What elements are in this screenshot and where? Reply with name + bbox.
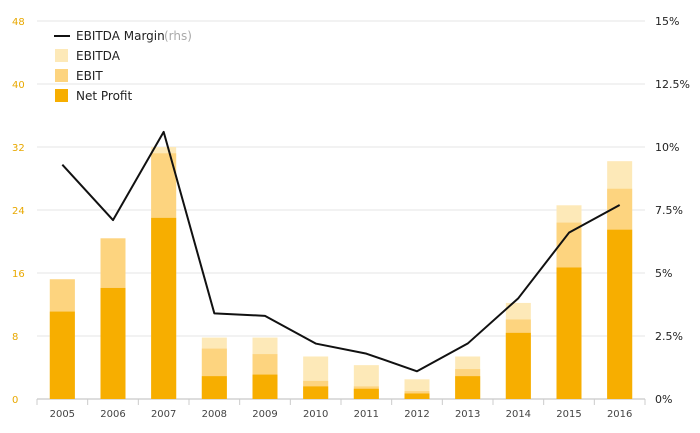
bar-net-profit-2009: [252, 374, 278, 399]
legend-label-ebitda-margin: EBITDA Margin: [76, 29, 165, 43]
left-tick-label: 32: [12, 143, 25, 154]
bar-net-profit-2012: [404, 393, 430, 399]
gridlines: [37, 20, 645, 400]
left-tick-label: 0: [12, 395, 18, 406]
legend: EBITDA Margin (rhs) EBITDA EBIT Net Prof…: [54, 29, 192, 103]
right-tick-label: 0%: [655, 393, 672, 406]
x-tick-label: 2006: [100, 409, 125, 420]
right-tick-label: 7.5%: [655, 204, 683, 217]
legend-swatch-ebitda: [55, 49, 68, 62]
line-ebitda-margin: [61, 130, 621, 373]
bar-net-profit-2015: [556, 267, 582, 399]
x-tick-label: 2007: [151, 409, 176, 420]
bar-net-profit-2016: [607, 229, 633, 399]
bar-net-profit-2014: [505, 332, 531, 399]
right-tick-label: 15%: [655, 15, 679, 28]
bar-net-profit-2007: [151, 217, 177, 399]
x-tick-label: 2008: [202, 409, 227, 420]
bars: [49, 147, 633, 399]
bar-net-profit-2005: [49, 311, 75, 399]
legend-label-net-profit: Net Profit: [76, 89, 132, 103]
bar-net-profit-2011: [353, 388, 379, 399]
x-tick-label: 2016: [607, 409, 632, 420]
right-tick-label: 10%: [655, 141, 679, 154]
left-tick-label: 48: [12, 17, 25, 28]
bar-net-profit-2006: [100, 287, 126, 399]
x-tick-label: 2015: [556, 409, 581, 420]
right-tick-label: 2.5%: [655, 330, 683, 343]
left-tick-label: 40: [12, 80, 25, 91]
bar-net-profit-2008: [201, 376, 227, 399]
x-tick-label: 2010: [303, 409, 328, 420]
bar-net-profit-2013: [455, 376, 481, 399]
right-tick-label: 12.5%: [655, 78, 690, 91]
left-tick-label: 24: [12, 206, 25, 217]
legend-label-rhs: (rhs): [164, 29, 192, 43]
x-tick-label: 2014: [506, 409, 531, 420]
legend-label-ebit: EBIT: [76, 69, 103, 83]
x-tick-label: 2005: [50, 409, 75, 420]
left-axis: 0 8 16 24 32 40 48: [12, 17, 25, 406]
right-axis: 0% 2.5% 5% 7.5% 10% 12.5% 15%: [655, 15, 690, 406]
right-tick-label: 5%: [655, 267, 672, 280]
legend-swatch-ebit: [55, 69, 68, 82]
x-axis: 2005 2006 2007 2008 2009 2010 2011 2012 2013 2014…: [36, 399, 646, 420]
margin-line: [61, 130, 621, 373]
left-tick-label: 8: [12, 332, 18, 343]
left-tick-label: 16: [12, 269, 25, 280]
x-tick-label: 2013: [455, 409, 480, 420]
legend-label-ebitda: EBITDA: [76, 49, 121, 63]
bar-net-profit-2010: [303, 386, 329, 399]
x-tick-label: 2011: [354, 409, 379, 420]
x-tick-label: 2012: [404, 409, 429, 420]
x-tick-label: 2009: [252, 409, 277, 420]
legend-swatch-net-profit: [55, 89, 68, 102]
